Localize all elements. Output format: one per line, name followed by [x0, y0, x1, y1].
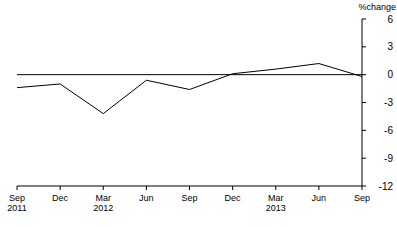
x-tick	[146, 186, 147, 190]
y-tick	[362, 46, 366, 47]
y-tick	[362, 186, 366, 187]
y-tick-label: -6	[384, 125, 393, 136]
x-tick-label-line: Jun	[139, 193, 154, 203]
y-tick	[362, 19, 366, 20]
y-axis-label: %change	[358, 2, 396, 12]
y-tick	[362, 74, 366, 75]
x-tick-label: Jun	[139, 193, 154, 203]
y-tick-label: -3	[384, 97, 393, 108]
zero-line	[17, 74, 362, 75]
x-tick	[60, 186, 61, 190]
y-tick-label: -9	[384, 153, 393, 164]
x-tick-label: Dec	[225, 193, 242, 203]
x-tick-label: Sep2011	[7, 193, 26, 213]
y-tick-label: 0	[387, 69, 393, 80]
x-tick	[189, 186, 190, 190]
x-tick-label-line: Sep	[354, 193, 370, 203]
x-tick	[103, 186, 104, 190]
y-tick	[362, 102, 366, 103]
y-tick-label: -12	[379, 181, 394, 192]
plot-area	[17, 64, 362, 114]
x-tick-label: Mar2012	[93, 193, 113, 213]
x-tick	[318, 186, 319, 190]
x-tick-label-line: Mar	[96, 193, 112, 203]
x-tick-label-line: Jun	[312, 193, 327, 203]
x-tick	[17, 186, 18, 190]
x-tick-label: Dec	[52, 193, 69, 203]
x-tick-label-line: Sep	[9, 193, 25, 203]
x-tick-label: Mar2013	[266, 193, 286, 213]
x-tick-label-line: Mar	[268, 193, 284, 203]
x-tick-label: Sep	[354, 193, 370, 203]
y-tick-label: 3	[387, 41, 393, 52]
x-tick	[232, 186, 233, 190]
y-tick	[362, 158, 366, 159]
x-tick-label-line: Dec	[225, 193, 242, 203]
y-tick-label: 6	[387, 14, 393, 25]
x-tick-label-line: Dec	[52, 193, 69, 203]
y-tick	[362, 130, 366, 131]
x-tick-label: Jun	[312, 193, 327, 203]
chart: 630-3-6-9-12%changeSep2011DecMar2012JunS…	[0, 0, 397, 227]
x-tick-label-line: 2011	[7, 203, 26, 213]
x-tick	[362, 186, 363, 190]
x-tick-label-line: 2013	[266, 203, 286, 213]
series-line	[17, 64, 362, 114]
x-tick	[275, 186, 276, 190]
x-tick-label-line: 2012	[93, 203, 113, 213]
x-tick-label: Sep	[181, 193, 197, 203]
x-tick-label-line: Sep	[181, 193, 197, 203]
